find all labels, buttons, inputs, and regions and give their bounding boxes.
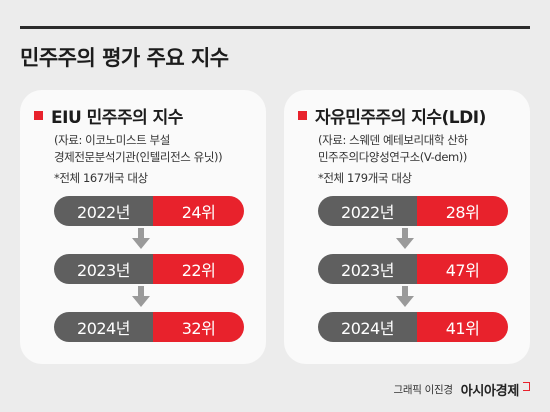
page-title: 민주주의 평가 주요 지수 bbox=[20, 46, 229, 70]
card-header: EIU 민주주의 지수 bbox=[34, 103, 183, 128]
rank-value: 47위 bbox=[417, 254, 508, 284]
year-label: 2023년 bbox=[318, 254, 417, 284]
coverage-note: *전체 179개국 대상 bbox=[318, 171, 412, 185]
rank-row: 2022년 24위 bbox=[54, 196, 244, 226]
source-line-1: (자료: 스웨덴 예테보리대학 산하 bbox=[318, 133, 468, 147]
rank-value: 24위 bbox=[153, 196, 244, 226]
coverage-note: *전체 167개국 대상 bbox=[54, 171, 148, 185]
year-label: 2024년 bbox=[54, 312, 153, 342]
card-title: EIU 민주주의 지수 bbox=[51, 108, 183, 128]
year-label: 2022년 bbox=[318, 196, 417, 226]
card-header: 자유민주주의 지수(LDI) bbox=[298, 103, 486, 128]
card-title: 자유민주주의 지수(LDI) bbox=[315, 108, 486, 128]
down-arrow-icon bbox=[132, 228, 150, 249]
source-line-1: (자료: 이코노미스트 부설 bbox=[54, 133, 170, 147]
year-label: 2022년 bbox=[54, 196, 153, 226]
source-line-2: 경제전문분석기관(인텔리전스 유닛)) bbox=[54, 150, 223, 164]
down-arrow-icon bbox=[132, 286, 150, 307]
source-line-2: 민주주의다양성연구소(V-dem)) bbox=[318, 150, 467, 164]
source-text: (자료: 이코노미스트 부설 경제전문분석기관(인텔리전스 유닛)) bbox=[54, 132, 259, 166]
top-rule bbox=[20, 26, 530, 29]
down-arrow-icon bbox=[396, 228, 414, 249]
rank-value: 28위 bbox=[417, 196, 508, 226]
footer: 그래픽 이진경 아시아경제 bbox=[393, 380, 530, 399]
rank-value: 22위 bbox=[153, 254, 244, 284]
eiu-index-card: EIU 민주주의 지수 (자료: 이코노미스트 부설 경제전문분석기관(인텔리전… bbox=[20, 90, 266, 364]
rank-row: 2024년 32위 bbox=[54, 312, 244, 342]
year-label: 2023년 bbox=[54, 254, 153, 284]
brand-mark-icon bbox=[523, 382, 530, 391]
rank-row: 2022년 28위 bbox=[318, 196, 508, 226]
source-text: (자료: 스웨덴 예테보리대학 산하 민주주의다양성연구소(V-dem)) bbox=[318, 132, 523, 166]
rank-value: 32위 bbox=[153, 312, 244, 342]
brand-logo-text: 아시아경제 bbox=[460, 384, 520, 399]
ldi-index-card: 자유민주주의 지수(LDI) (자료: 스웨덴 예테보리대학 산하 민주주의다양… bbox=[284, 90, 530, 364]
down-arrow-icon bbox=[396, 286, 414, 307]
rank-value: 41위 bbox=[417, 312, 508, 342]
rank-row: 2023년 22위 bbox=[54, 254, 244, 284]
red-square-bullet-icon bbox=[298, 111, 307, 120]
rank-row: 2023년 47위 bbox=[318, 254, 508, 284]
graphic-credit: 그래픽 이진경 bbox=[393, 384, 453, 396]
rank-row: 2024년 41위 bbox=[318, 312, 508, 342]
red-square-bullet-icon bbox=[34, 111, 43, 120]
year-label: 2024년 bbox=[318, 312, 417, 342]
